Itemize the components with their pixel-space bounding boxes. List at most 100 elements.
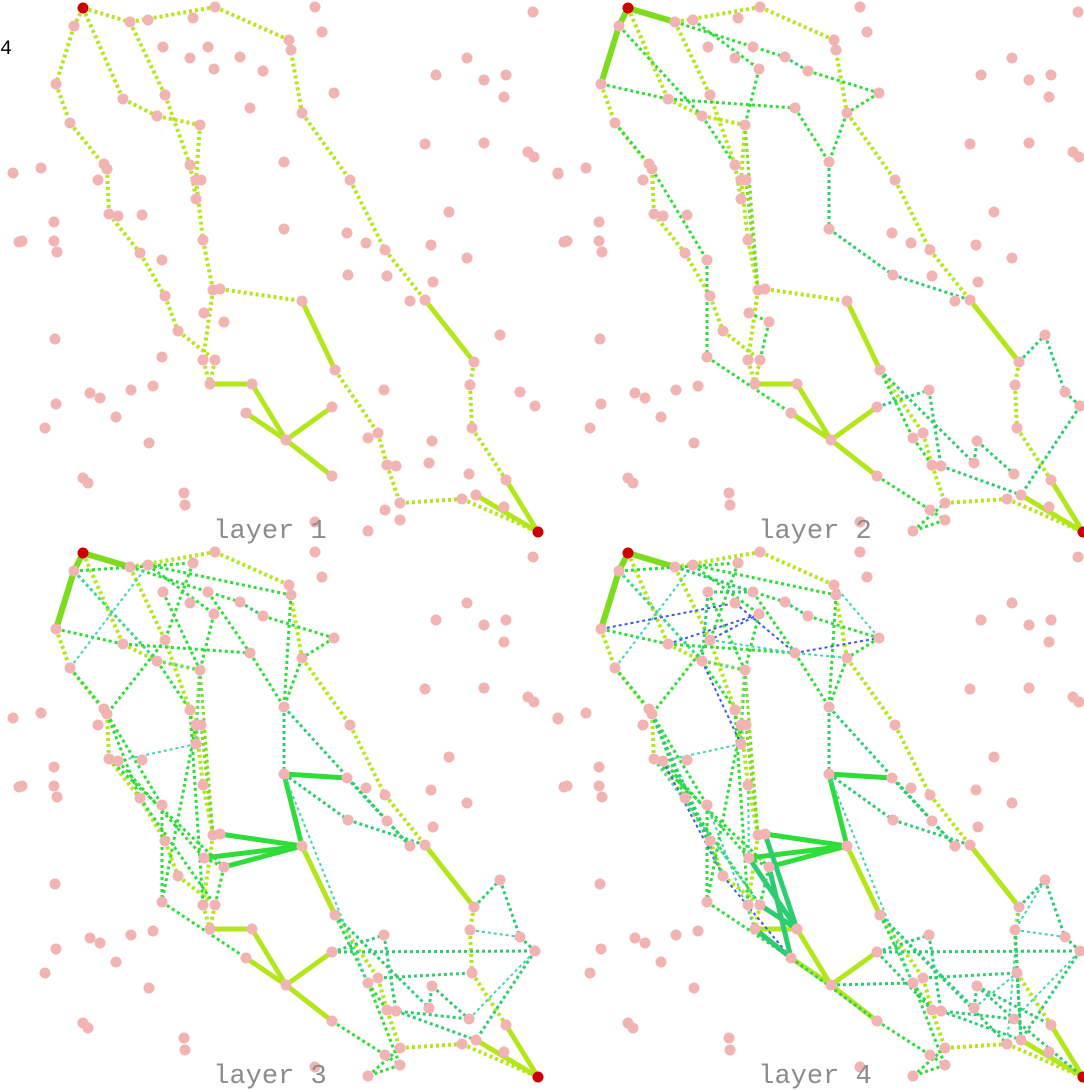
edge-dotted xyxy=(81,7,125,100)
edge-dotted xyxy=(876,1019,931,1057)
edge-dotted xyxy=(1006,1042,1084,1079)
graph-node xyxy=(309,1061,321,1073)
graph-node xyxy=(854,516,866,528)
graph-node xyxy=(234,51,246,63)
endpoint-node xyxy=(1077,526,1084,538)
graph-node xyxy=(861,26,873,38)
edge-dotted xyxy=(708,639,737,711)
edge-solid xyxy=(829,949,879,988)
edge-dotted xyxy=(912,1046,946,1078)
edge-dotted xyxy=(301,636,335,660)
edge-dotted xyxy=(333,913,431,1010)
graph-node xyxy=(701,799,713,811)
graph-node xyxy=(595,398,607,410)
graph-node xyxy=(662,93,674,105)
graph-node xyxy=(466,422,478,434)
edge-dotted xyxy=(739,724,750,786)
graph-node xyxy=(702,41,714,53)
graph-node xyxy=(1043,1046,1055,1058)
edge-dotted xyxy=(214,550,290,587)
graph-node xyxy=(759,828,771,840)
graph-node xyxy=(1043,91,1055,103)
graph-node xyxy=(48,235,60,247)
graph-node xyxy=(461,597,473,609)
edge-dotted xyxy=(709,613,760,641)
edge-dotted xyxy=(721,874,762,907)
graph-node xyxy=(717,325,729,337)
graph-node xyxy=(871,946,883,958)
graph-node xyxy=(629,387,641,399)
graph-node xyxy=(905,237,917,249)
edge-dotted xyxy=(122,642,158,663)
graph-node xyxy=(341,772,353,784)
graph-node xyxy=(379,789,391,801)
graph-node xyxy=(923,929,935,941)
graph-node xyxy=(103,753,115,765)
graph-node xyxy=(136,209,148,221)
graph-node xyxy=(704,89,716,101)
edge-dotted xyxy=(744,724,760,836)
graph-node xyxy=(309,516,321,528)
edge-dotted xyxy=(878,913,1009,1046)
graph-node xyxy=(939,497,951,509)
graph-node xyxy=(754,546,766,558)
graph-node xyxy=(466,967,478,979)
edge-dotted xyxy=(54,83,72,124)
edge-dotted xyxy=(692,18,760,71)
graph-node xyxy=(657,755,669,767)
graph-node xyxy=(112,755,124,767)
graph-node xyxy=(785,407,797,419)
edge-dotted xyxy=(758,321,771,361)
edge-solid xyxy=(1048,1023,1084,1079)
graph-node xyxy=(1009,379,1021,391)
graph-node xyxy=(527,551,539,563)
edge-dotted xyxy=(976,984,1015,1021)
graph-node xyxy=(195,174,207,186)
edge-solid xyxy=(829,438,879,478)
edge-dotted xyxy=(300,111,352,182)
graph-node xyxy=(278,768,290,780)
edge-dotted xyxy=(618,561,739,573)
graph-node xyxy=(704,634,716,646)
edge-dotted xyxy=(333,913,380,980)
graph-node xyxy=(187,557,199,569)
graph-node xyxy=(362,525,374,537)
edge-dotted xyxy=(128,21,167,96)
graph-node xyxy=(285,44,297,56)
graph-node xyxy=(184,52,196,64)
edge-dotted xyxy=(759,5,835,42)
edge-dotted xyxy=(708,562,740,641)
graph-node xyxy=(732,557,744,569)
edge-dotted xyxy=(68,667,106,710)
edge-dotted xyxy=(161,591,202,671)
graph-node xyxy=(889,719,901,731)
graph-node xyxy=(917,972,929,984)
edge-dotted xyxy=(155,660,192,711)
graph-node xyxy=(735,193,747,205)
edge-dotted xyxy=(163,562,195,641)
edge-dotted xyxy=(828,227,894,277)
graph-node xyxy=(142,14,154,26)
graph-node xyxy=(461,52,473,64)
edge-dotted xyxy=(163,639,192,711)
graph-node xyxy=(117,638,129,650)
graph-node xyxy=(214,283,226,295)
graph-node xyxy=(935,1005,947,1017)
node-group xyxy=(552,546,1084,1083)
edge-dotted xyxy=(746,289,760,361)
graph-node xyxy=(427,821,439,833)
graph-node xyxy=(39,422,51,434)
graph-node xyxy=(1006,252,1018,264)
graph-node xyxy=(1059,931,1071,943)
graph-node xyxy=(35,707,47,719)
graph-node xyxy=(425,784,437,796)
edge-dotted xyxy=(650,639,712,715)
edge-dotted xyxy=(116,760,206,859)
graph-node xyxy=(1073,151,1084,163)
graph-node xyxy=(328,87,340,99)
graph-node xyxy=(905,782,917,794)
graph-node xyxy=(48,780,60,792)
graph-node xyxy=(729,52,741,64)
graph-node xyxy=(593,216,605,228)
graph-node xyxy=(723,1032,735,1044)
